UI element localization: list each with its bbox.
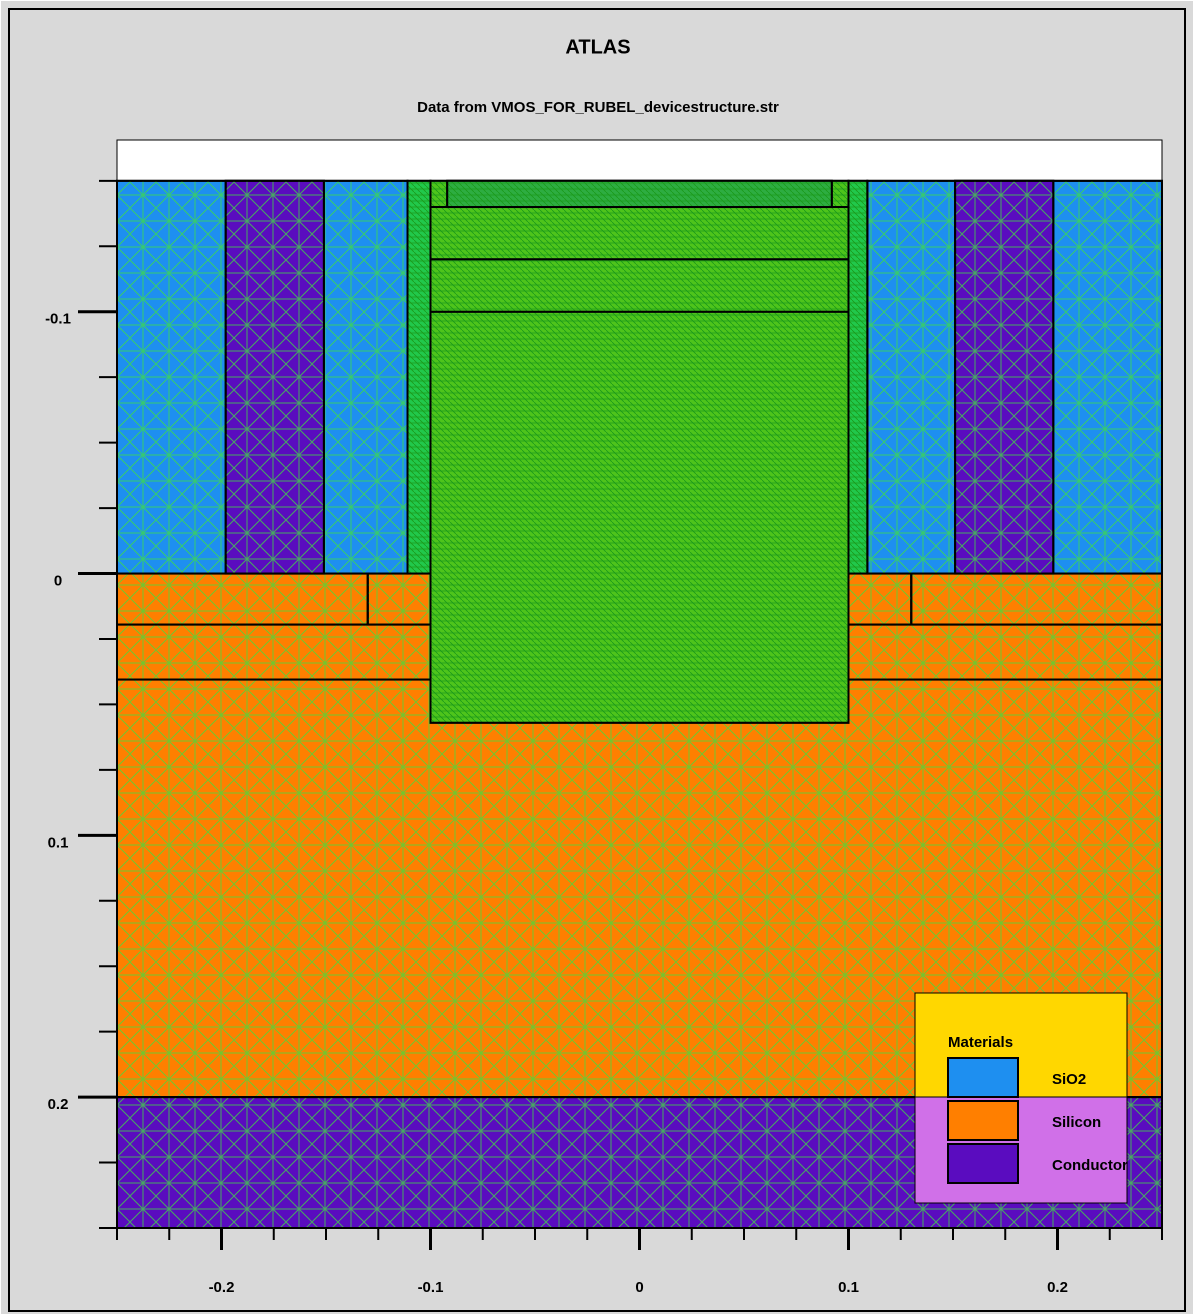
region-mesh: [117, 574, 368, 625]
x-tick-label: 0: [635, 1279, 643, 1296]
region-mesh: [849, 574, 912, 625]
region-mesh: [431, 259, 849, 311]
legend-title: Materials: [948, 1034, 1013, 1051]
region-mesh: [447, 181, 832, 207]
legend-box: [915, 1097, 1127, 1203]
legend: Materials SiO2 Silicon Conductor: [915, 993, 1128, 1203]
y-tick-label: 0.1: [48, 834, 69, 851]
chart-subtitle: Data from VMOS_FOR_RUBEL_devicestructure…: [417, 99, 779, 116]
region-mesh: [408, 181, 431, 574]
region-mesh: [431, 207, 849, 259]
region-mesh: [117, 625, 431, 680]
x-tick-label: -0.1: [418, 1279, 444, 1296]
x-tick-label: 0.2: [1047, 1279, 1068, 1296]
legend-label: Conductor: [1052, 1157, 1128, 1174]
y-tick-label: 0: [54, 572, 62, 589]
chart-title: ATLAS: [565, 36, 630, 58]
legend-swatch: [948, 1058, 1018, 1097]
chart: ATLAS Data from VMOS_FOR_RUBEL_devicestr…: [0, 0, 1194, 1315]
region-mesh: [849, 181, 868, 574]
region-mesh: [849, 625, 1163, 680]
legend-swatch: [948, 1144, 1018, 1183]
y-tick-label: -0.1: [45, 311, 71, 328]
x-tick-label: -0.2: [209, 1279, 235, 1296]
region-mesh: [911, 574, 1162, 625]
region-mesh: [955, 181, 1053, 574]
legend-label: SiO2: [1052, 1071, 1086, 1088]
region-mesh: [226, 181, 324, 574]
x-tick-label: 0.1: [838, 1279, 859, 1296]
legend-label: Silicon: [1052, 1114, 1101, 1131]
legend-box: [915, 993, 1127, 1097]
legend-swatch: [948, 1101, 1018, 1140]
region-mesh: [368, 574, 431, 625]
y-tick-label: 0.2: [48, 1096, 69, 1113]
